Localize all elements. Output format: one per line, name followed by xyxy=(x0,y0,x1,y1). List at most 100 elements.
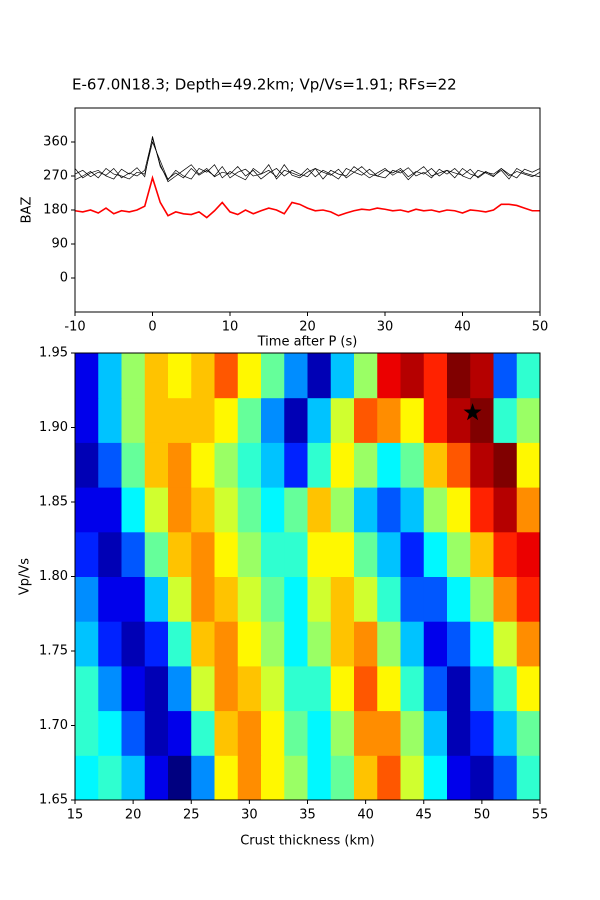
best-fit-star xyxy=(463,403,482,421)
heat-cell xyxy=(237,442,262,488)
heat-cell xyxy=(400,531,425,577)
heat-cell xyxy=(98,755,122,801)
heat-cell xyxy=(447,487,471,533)
heat-cell xyxy=(447,621,471,667)
heat-cell xyxy=(493,576,518,622)
heat-cell xyxy=(121,665,146,712)
x-axis-label: Time after P (s) xyxy=(257,335,358,350)
x-tick-label: 30 xyxy=(377,320,394,335)
heat-cell xyxy=(447,397,471,443)
heat-cell xyxy=(423,397,448,443)
heat-cell xyxy=(214,353,239,399)
heat-cell xyxy=(447,755,471,801)
heat-cell xyxy=(121,576,146,622)
heat-cell xyxy=(377,576,401,622)
heat-cell xyxy=(493,397,518,443)
heat-cell xyxy=(98,531,122,577)
heat-cell xyxy=(75,665,99,712)
heat-cell xyxy=(377,755,401,801)
heat-cell xyxy=(516,531,541,577)
heat-cell xyxy=(377,353,401,399)
heat-cell xyxy=(377,442,401,488)
heat-cell xyxy=(121,531,146,577)
heat-cell xyxy=(191,665,215,712)
heat-cell xyxy=(121,755,146,801)
heat-cell xyxy=(237,576,262,622)
heat-cell xyxy=(354,576,378,622)
heat-cell xyxy=(516,621,541,667)
heat-cell xyxy=(354,397,378,443)
heat-cell xyxy=(400,710,425,756)
heat-cell xyxy=(284,621,308,667)
trace xyxy=(74,175,540,219)
x-tick-label: 20 xyxy=(125,808,142,823)
heat-cell xyxy=(98,442,122,488)
heat-cell xyxy=(470,621,494,667)
heat-cell xyxy=(377,531,401,577)
heat-cell xyxy=(447,710,471,756)
heat-cell xyxy=(98,576,122,622)
heat-cell xyxy=(307,531,332,577)
heat-cell xyxy=(261,576,285,622)
heat-cell xyxy=(354,755,378,801)
heat-cell xyxy=(330,665,355,712)
heat-cell xyxy=(354,353,378,399)
heat-cell xyxy=(423,755,448,801)
x-tick-label: 50 xyxy=(532,320,549,335)
heat-cell xyxy=(191,442,215,488)
heat-cell xyxy=(307,755,332,801)
y-tick-label: 1.90 xyxy=(39,420,68,435)
heat-cell xyxy=(400,353,425,399)
heat-cell xyxy=(144,755,169,801)
heat-cell xyxy=(261,621,285,667)
heat-cell xyxy=(121,397,146,443)
heat-cell xyxy=(307,397,332,443)
x-tick-label: 10 xyxy=(222,320,239,335)
trace xyxy=(74,140,541,181)
heat-cell xyxy=(191,755,215,801)
heat-cell xyxy=(470,531,494,577)
x-tick-label: 45 xyxy=(415,808,432,823)
y-tick-label: 90 xyxy=(51,237,68,252)
heat-cell xyxy=(261,531,285,577)
heat-cell xyxy=(75,531,99,577)
heat-cell xyxy=(144,621,169,667)
heat-cell xyxy=(423,621,448,667)
heat-cell xyxy=(168,710,192,756)
heat-cell xyxy=(168,755,192,801)
x-tick-label: 35 xyxy=(299,808,316,823)
heat-cell xyxy=(493,531,518,577)
heat-cell xyxy=(168,353,192,399)
heat-cell xyxy=(284,531,308,577)
heat-cell xyxy=(493,621,518,667)
heat-cell xyxy=(237,487,262,533)
heat-cell xyxy=(168,531,192,577)
heat-cell xyxy=(516,576,541,622)
heat-cell xyxy=(423,487,448,533)
heat-cell xyxy=(377,621,401,667)
heat-cell xyxy=(214,621,239,667)
trace xyxy=(74,136,541,183)
heat-cell xyxy=(307,487,332,533)
heat-cell xyxy=(493,755,518,801)
heat-cell xyxy=(447,576,471,622)
y-tick-label: 1.70 xyxy=(39,718,68,733)
chart-title: E-67.0N18.3; Depth=49.2km; Vp/Vs=1.91; R… xyxy=(72,76,457,94)
heat-cell xyxy=(168,487,192,533)
heat-cell xyxy=(98,710,122,756)
heat-cell xyxy=(214,665,239,712)
x-tick-label: -10 xyxy=(64,320,85,335)
heat-cell xyxy=(121,487,146,533)
heat-cell xyxy=(98,665,122,712)
heat-cell xyxy=(237,755,262,801)
heat-cell xyxy=(191,353,215,399)
heat-cell xyxy=(516,665,541,712)
heat-cell xyxy=(214,710,239,756)
heat-cell xyxy=(423,442,448,488)
heat-cell xyxy=(423,710,448,756)
x-tick-label: 15 xyxy=(67,808,84,823)
x-tick-label: 25 xyxy=(183,808,200,823)
heat-cell xyxy=(354,487,378,533)
heat-cell xyxy=(237,353,262,399)
heat-cell xyxy=(75,487,99,533)
